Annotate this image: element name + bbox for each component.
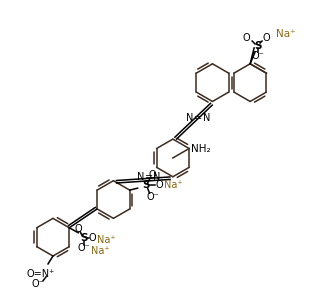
Text: S: S bbox=[254, 41, 262, 51]
Text: O=N⁺: O=N⁺ bbox=[27, 269, 55, 279]
Text: Na⁺: Na⁺ bbox=[164, 180, 183, 190]
Text: O: O bbox=[262, 33, 270, 43]
Text: N: N bbox=[203, 113, 210, 123]
Text: =: = bbox=[194, 113, 202, 123]
Text: N: N bbox=[153, 172, 160, 182]
Text: N: N bbox=[137, 172, 144, 182]
Text: O⁻: O⁻ bbox=[78, 243, 91, 253]
Text: NH₂: NH₂ bbox=[191, 144, 211, 154]
Text: O⁻: O⁻ bbox=[252, 51, 264, 61]
Text: O: O bbox=[149, 170, 156, 180]
Text: Na⁺: Na⁺ bbox=[97, 235, 115, 245]
Text: O: O bbox=[243, 33, 250, 43]
Text: O: O bbox=[74, 224, 82, 234]
Text: Na⁺: Na⁺ bbox=[276, 29, 296, 39]
Text: O: O bbox=[156, 180, 163, 190]
Text: S: S bbox=[81, 233, 88, 243]
Text: O⁻: O⁻ bbox=[32, 279, 44, 289]
Text: O⁻: O⁻ bbox=[146, 192, 159, 202]
Text: S: S bbox=[142, 180, 149, 190]
Text: Na⁺: Na⁺ bbox=[91, 246, 109, 256]
Text: =: = bbox=[145, 172, 153, 182]
Text: O: O bbox=[88, 233, 96, 243]
Text: N: N bbox=[186, 113, 194, 123]
